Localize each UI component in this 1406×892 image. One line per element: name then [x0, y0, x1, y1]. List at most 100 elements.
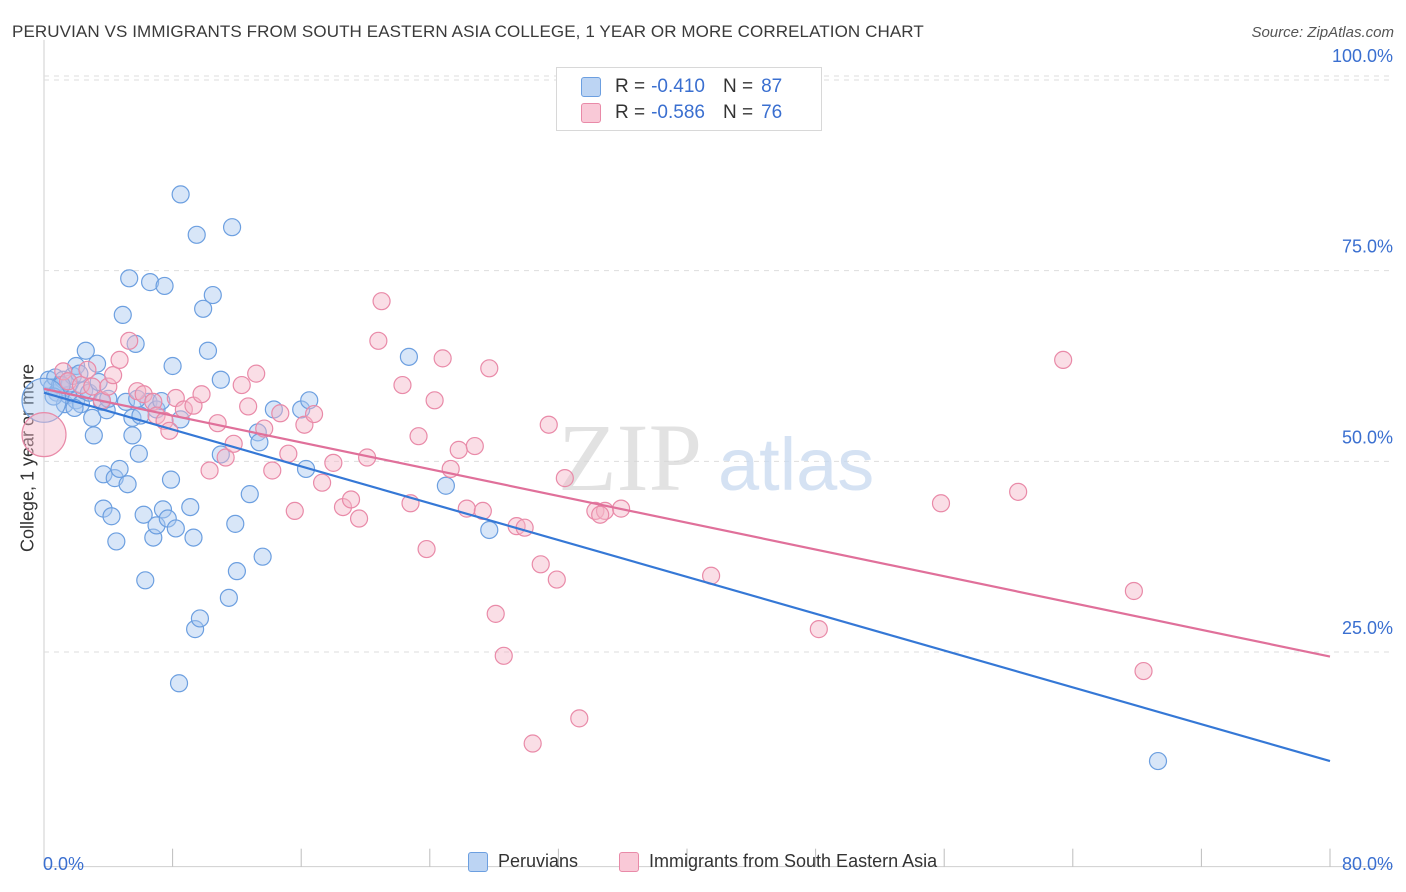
immigrant-point — [54, 362, 73, 381]
peruvian-point — [203, 285, 222, 305]
legend-r-label: R = — [615, 102, 646, 123]
peruvian-point — [129, 444, 148, 463]
immigrant-point — [216, 448, 235, 467]
stats-legend: R = -0.410 N = 87 R = -0.586 N = 76 — [556, 67, 822, 131]
immigrant-point — [393, 375, 412, 395]
bottom-legend-swatch-pink — [619, 851, 639, 872]
peruvian-point — [110, 459, 129, 479]
legend-n-value: 76 — [761, 102, 783, 123]
peruvian-point — [163, 356, 182, 376]
immigrant-point — [809, 620, 828, 639]
peruvian-point — [147, 516, 166, 535]
immigrant-point — [200, 461, 219, 480]
peruvian-point — [399, 347, 419, 366]
bottom-legend-swatch-blue — [468, 851, 488, 872]
immigrant-point — [433, 349, 452, 368]
peruvian-point — [211, 370, 230, 389]
peruvian-point — [227, 562, 246, 581]
immigrant-point — [134, 385, 153, 404]
peruvian-point — [190, 609, 210, 628]
peruvian-point — [84, 426, 103, 445]
immigrant-point — [279, 444, 298, 463]
immigrant-point — [531, 555, 550, 574]
peruvian-point — [118, 475, 137, 494]
immigrant-point — [409, 427, 428, 446]
peruvian-point — [153, 500, 173, 519]
legend-row-peruvians: R = -0.410 N = 87 — [581, 75, 782, 99]
y-tick-label: 100.0% — [1332, 46, 1393, 66]
immigrant-point — [494, 646, 513, 665]
peruvian-point — [120, 269, 139, 288]
peruvian-point — [140, 273, 160, 292]
series-peruvians — [21, 185, 1168, 771]
legend-r-label: R = — [615, 76, 646, 97]
peruvian-point — [83, 408, 102, 427]
legend-r-value: -0.410 — [651, 76, 705, 97]
trend-line-peruvians — [43, 391, 1331, 763]
peruvian-point — [113, 305, 132, 325]
bottom-legend-peruvians: Peruvians — [468, 851, 578, 872]
legend-n-value: 87 — [761, 76, 783, 97]
peruvian-point — [136, 571, 155, 590]
peruvian-point — [171, 185, 190, 204]
immigrant-point — [523, 734, 542, 753]
immigrant-point — [349, 509, 369, 528]
immigrant-point — [417, 539, 436, 559]
immigrant-point — [372, 292, 391, 311]
immigrant-point — [21, 412, 67, 458]
peruvian-point — [253, 547, 272, 566]
peruvian-point — [161, 470, 181, 489]
immigrant-point — [1134, 661, 1153, 681]
immigrant-point — [1054, 350, 1073, 369]
peruvian-point — [187, 225, 206, 244]
bottom-legend-label: Immigrants from South Eastern Asia — [649, 851, 938, 871]
peruvian-point — [198, 341, 218, 360]
immigrant-point — [104, 366, 123, 385]
y-tick-label: 50.0% — [1342, 427, 1393, 447]
peruvian-point — [123, 426, 142, 445]
peruvian-point — [194, 299, 213, 318]
immigrant-point — [312, 473, 332, 492]
immigrant-point — [99, 377, 118, 396]
peruvian-point — [76, 341, 95, 360]
y-tick-label: 75.0% — [1342, 237, 1393, 257]
legend-swatch-blue — [581, 77, 601, 97]
peruvian-point — [107, 532, 126, 551]
immigrant-point — [83, 377, 102, 396]
immigrant-point — [591, 505, 610, 524]
x-tick-label-max: 80.0% — [1342, 854, 1393, 874]
watermark-zip: ZIP — [558, 404, 702, 511]
series-immigrants — [21, 292, 1153, 753]
immigrant-point — [1124, 581, 1143, 601]
immigrant-point — [304, 404, 324, 424]
immigrant-point — [78, 360, 97, 379]
immigrant-point — [239, 397, 258, 416]
peruvian-point — [436, 476, 455, 495]
immigrant-point — [324, 453, 343, 472]
peruvian-point — [134, 505, 153, 524]
chart-title: PERUVIAN VS IMMIGRANTS FROM SOUTH EASTER… — [12, 22, 924, 41]
peruvian-point — [300, 391, 319, 410]
immigrant-point — [110, 350, 129, 369]
immigrant-point — [1009, 482, 1028, 501]
immigrant-point — [192, 385, 211, 404]
peruvian-point — [1148, 751, 1168, 771]
legend-r-value: -0.586 — [651, 102, 705, 123]
trend-lines — [43, 387, 1331, 763]
legend-row-immigrants: R = -0.586 N = 76 — [581, 101, 782, 125]
peruvian-point — [169, 674, 189, 693]
peruvian-point — [296, 459, 316, 479]
peruvian-point — [155, 276, 174, 296]
bottom-legend-label: Peruvians — [498, 851, 579, 871]
peruvian-point — [240, 485, 259, 504]
peruvian-point — [87, 354, 107, 373]
immigrant-point — [931, 494, 951, 513]
peruvian-point — [219, 588, 238, 607]
immigrant-point — [480, 359, 499, 378]
immigrant-point — [465, 436, 484, 456]
immigrant-point — [486, 604, 505, 623]
immigrant-point — [539, 415, 558, 434]
immigrant-point — [232, 375, 251, 395]
peruvian-point — [166, 519, 185, 538]
